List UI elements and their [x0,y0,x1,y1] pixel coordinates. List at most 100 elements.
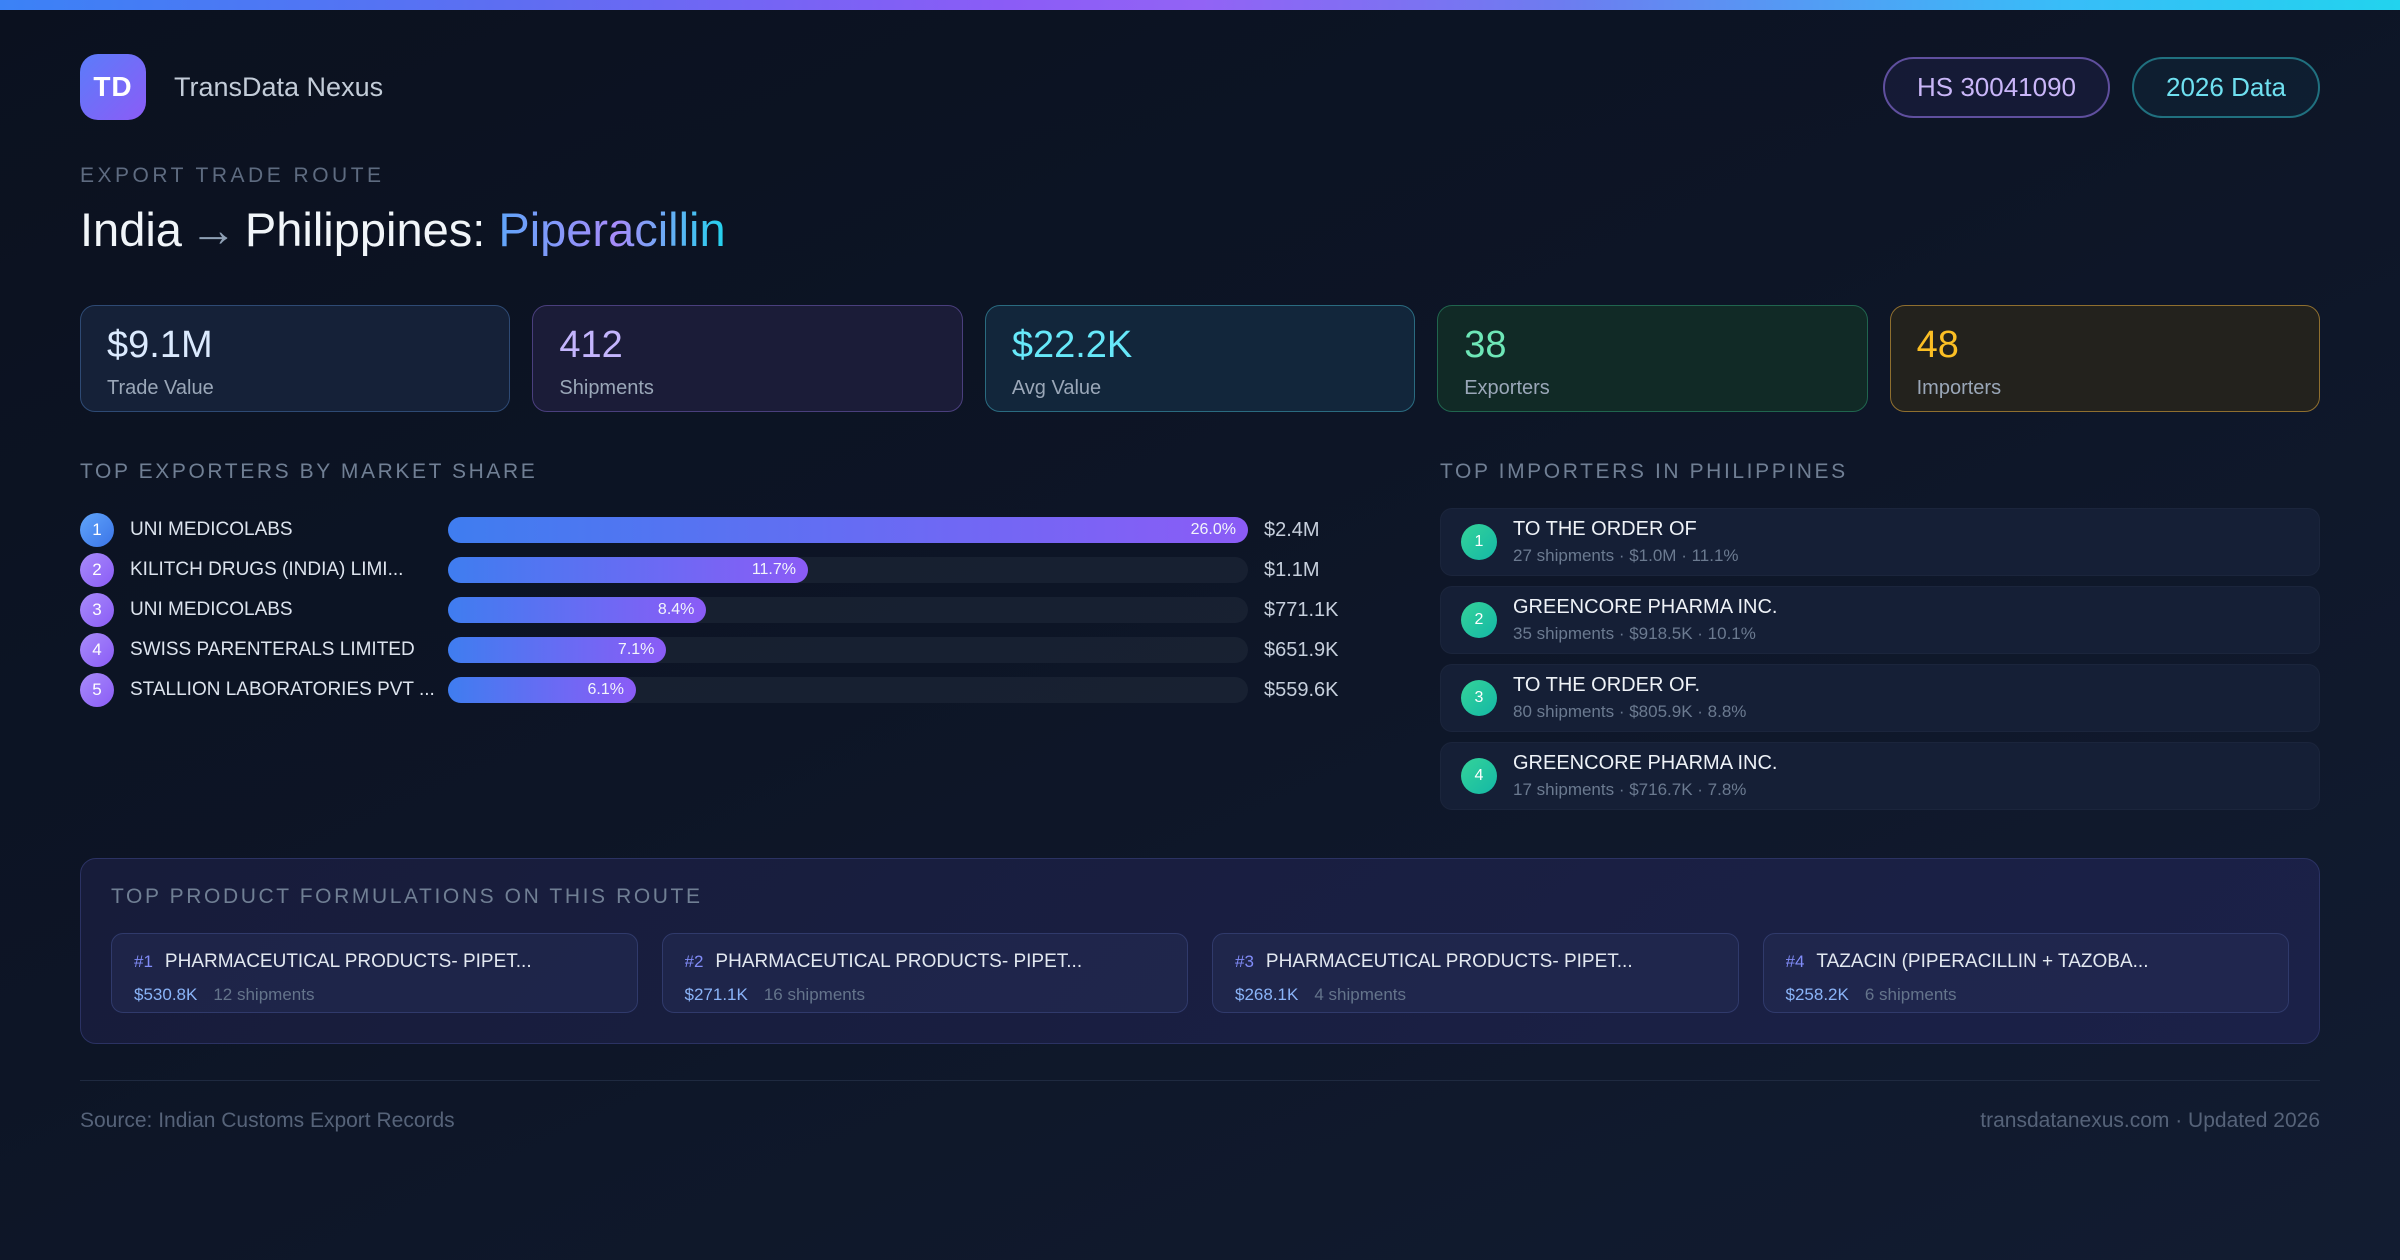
importer-name: GREENCORE PHARMA INC. [1513,596,1778,618]
exporters-title: TOP EXPORTERS BY MARKET SHARE [80,460,538,483]
market-share-bar-track: 11.7% [448,557,1248,583]
formulation-shipments: 4 shipments [1314,985,1407,1004]
formulation-card[interactable]: #2 PHARMACEUTICAL PRODUCTS- PIPET... $27… [661,933,1188,1013]
share-percent-label: 11.7% [751,561,796,578]
formulation-cards: #1 PHARMACEUTICAL PRODUCTS- PIPET... $53… [111,933,2289,1013]
stat-card-shipments: 412 Shipments [532,305,963,412]
formulation-stats: $530.8K 12 shipments [134,985,615,1005]
importer-name: TO THE ORDER OF [1513,518,1697,540]
product-name: Piperacillin [498,203,726,256]
top-accent-bar [0,0,2400,10]
exporter-row[interactable]: 5 STALLION LABORATORIES PVT ... 6.1% $55… [80,670,1376,710]
formulation-value: $530.8K [134,985,198,1004]
exporters-section: TOP EXPORTERS BY MARKET SHARE 1 UNI MEDI… [80,460,1376,810]
stat-label: Trade Value [107,377,214,399]
rank-badge: 3 [80,593,114,627]
market-share-bar-track: 7.1% [448,637,1248,663]
stat-cards: $9.1M Trade Value 412 Shipments $22.2K A… [80,305,2321,412]
importer-meta: 27 shipments · $1.0M · 11.1% [1513,546,1739,565]
share-percent-label: 7.1% [617,641,655,658]
importer-card[interactable]: 1 TO THE ORDER OF 27 shipments · $1.0M ·… [1440,508,2320,576]
page-title: India → Philippines: Piperacillin [80,202,2320,257]
importer-card[interactable]: 2 GREENCORE PHARMA INC. 35 shipments · $… [1440,586,2320,654]
formulation-header: #1 PHARMACEUTICAL PRODUCTS- PIPET... [134,951,615,973]
importer-info: TO THE ORDER OF. 80 shipments · $805.9K … [1513,674,1746,722]
formulations-panel: TOP PRODUCT FORMULATIONS ON THIS ROUTE #… [80,858,2320,1044]
importer-name: GREENCORE PHARMA INC. [1513,752,1778,774]
market-share-bar-track: 26.0% [448,517,1248,543]
market-share-bar: 11.7% [448,557,808,583]
route-eyebrow: EXPORT TRADE ROUTE [80,164,385,187]
importers-list: 1 TO THE ORDER OF 27 shipments · $1.0M ·… [1440,508,2320,810]
stat-label: Exporters [1464,377,1550,399]
formulations-title: TOP PRODUCT FORMULATIONS ON THIS ROUTE [111,885,703,908]
year-data-badge[interactable]: 2026 Data [2132,56,2320,118]
market-share-bar: 6.1% [448,677,636,703]
exporter-value: $2.4M [1264,518,1320,541]
stat-card-importers: 48 Importers [1889,305,2321,412]
importers-title: TOP IMPORTERS IN PHILIPPINES [1440,460,1848,483]
formulation-name: TAZACIN (PIPERACILLIN + TAZOBA... [1816,951,2149,972]
rank-badge: 4 [80,633,114,667]
formulation-value: $268.1K [1235,985,1299,1004]
exporter-name: UNI MEDICOLABS [130,599,293,620]
importer-meta: 17 shipments · $716.7K · 7.8% [1513,780,1747,799]
market-share-bar: 7.1% [448,637,667,663]
rank-badge: 1 [80,513,114,547]
market-share-bar: 26.0% [448,517,1248,543]
stat-value: $22.2K [1011,324,1133,366]
page: TD TransData Nexus HS 30041090 2026 Data… [0,54,2400,1133]
rank-badge: 5 [80,673,114,707]
importer-card[interactable]: 4 GREENCORE PHARMA INC. 17 shipments · $… [1440,742,2320,810]
stat-label: Avg Value [1011,377,1102,399]
importers-section: TOP IMPORTERS IN PHILIPPINES 1 TO THE OR… [1440,460,2320,810]
exporter-value: $651.9K [1264,638,1339,661]
stat-value: 38 [1464,324,1507,366]
main-columns: TOP EXPORTERS BY MARKET SHARE 1 UNI MEDI… [80,460,2320,810]
header-badges: HS 30041090 2026 Data [1882,56,2320,118]
importer-name: TO THE ORDER OF. [1513,674,1701,696]
exporter-name: UNI MEDICOLABS [130,519,293,540]
share-percent-label: 6.1% [587,681,624,698]
formulation-shipments: 16 shipments [763,985,865,1004]
stat-label: Importers [1916,377,2002,399]
formulation-stats: $268.1K 4 shipments [1235,985,1716,1005]
importer-meta: 35 shipments · $918.5K · 10.1% [1513,624,1756,643]
destination-country: Philippines: [244,203,486,256]
formulation-name: PHARMACEUTICAL PRODUCTS- PIPET... [1265,951,1633,972]
footer: Source: Indian Customs Export Records tr… [80,1080,2320,1133]
stat-card-trade-value: $9.1M Trade Value [80,305,511,412]
formulation-card[interactable]: #4 TAZACIN (PIPERACILLIN + TAZOBA... $25… [1762,933,2289,1013]
formulation-card[interactable]: #1 PHARMACEUTICAL PRODUCTS- PIPET... $53… [111,933,638,1013]
hs-code-badge[interactable]: HS 30041090 [1882,56,2111,118]
stat-label: Shipments [559,377,654,399]
exporter-row[interactable]: 4 SWISS PARENTERALS LIMITED 7.1% $651.9K [80,630,1376,670]
importer-meta: 80 shipments · $805.9K · 8.8% [1513,702,1747,721]
formulation-card[interactable]: #3 PHARMACEUTICAL PRODUCTS- PIPET... $26… [1212,933,1739,1013]
exporter-name: SWISS PARENTERALS LIMITED [130,639,415,660]
importer-info: GREENCORE PHARMA INC. 35 shipments · $91… [1513,596,1777,644]
exporters-bar-chart: 1 UNI MEDICOLABS 26.0% $2.4M 2 KILITCH D… [80,510,1376,710]
share-percent-label: 8.4% [657,601,695,618]
site-link[interactable]: transdatanexus.com · Updated 2026 [1980,1109,2320,1132]
rank-badge: 3 [1461,680,1497,716]
formulation-header: #2 PHARMACEUTICAL PRODUCTS- PIPET... [685,951,1166,973]
exporter-row[interactable]: 1 UNI MEDICOLABS 26.0% $2.4M [80,510,1376,550]
rank-badge: 2 [80,553,114,587]
brand-logo-icon: TD [80,54,146,120]
exporter-row[interactable]: 2 KILITCH DRUGS (INDIA) LIMI... 11.7% $1… [80,550,1376,590]
exporter-name: STALLION LABORATORIES PVT ... [130,679,435,700]
exporter-row[interactable]: 3 UNI MEDICOLABS 8.4% $771.1K [80,590,1376,630]
importer-info: GREENCORE PHARMA INC. 17 shipments · $71… [1513,752,1777,800]
exporter-value: $771.1K [1264,598,1339,621]
formulation-value: $258.2K [1785,985,1849,1004]
rank-badge: 2 [1461,602,1497,638]
source-attribution: Source: Indian Customs Export Records [80,1109,455,1132]
formulation-rank: #3 [1235,952,1254,971]
formulation-header: #3 PHARMACEUTICAL PRODUCTS- PIPET... [1235,951,1716,973]
share-percent-label: 26.0% [1190,521,1236,538]
importer-card[interactable]: 3 TO THE ORDER OF. 80 shipments · $805.9… [1440,664,2320,732]
stat-card-avg-value: $22.2K Avg Value [984,305,1416,412]
stat-value: 412 [559,324,623,366]
formulation-rank: #1 [134,952,153,971]
